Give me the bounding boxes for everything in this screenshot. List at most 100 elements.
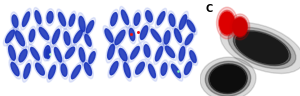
Ellipse shape — [219, 10, 236, 36]
Ellipse shape — [19, 49, 27, 62]
Ellipse shape — [140, 26, 148, 39]
Ellipse shape — [142, 42, 152, 60]
Ellipse shape — [62, 28, 71, 48]
Ellipse shape — [86, 21, 94, 33]
Ellipse shape — [169, 61, 183, 81]
Ellipse shape — [111, 13, 117, 26]
Ellipse shape — [131, 46, 139, 59]
Ellipse shape — [183, 31, 195, 48]
Text: B: B — [105, 4, 112, 14]
Ellipse shape — [60, 61, 68, 79]
Ellipse shape — [79, 48, 85, 62]
Ellipse shape — [87, 49, 97, 66]
Ellipse shape — [46, 49, 50, 59]
Ellipse shape — [12, 15, 18, 27]
Ellipse shape — [71, 65, 80, 79]
Ellipse shape — [178, 11, 188, 33]
Ellipse shape — [169, 14, 175, 26]
Ellipse shape — [34, 60, 46, 78]
Ellipse shape — [24, 64, 30, 79]
Ellipse shape — [205, 61, 251, 96]
Ellipse shape — [228, 27, 296, 69]
Ellipse shape — [37, 24, 51, 43]
Ellipse shape — [124, 63, 130, 78]
Ellipse shape — [49, 65, 56, 79]
Ellipse shape — [168, 11, 176, 29]
Text: C: C — [205, 4, 212, 14]
Ellipse shape — [55, 47, 62, 62]
Ellipse shape — [188, 48, 198, 65]
Ellipse shape — [148, 64, 155, 78]
Ellipse shape — [61, 64, 67, 76]
Ellipse shape — [190, 51, 196, 63]
Ellipse shape — [147, 61, 157, 81]
Ellipse shape — [209, 64, 247, 94]
Ellipse shape — [36, 63, 44, 75]
Ellipse shape — [175, 29, 182, 42]
Ellipse shape — [110, 62, 118, 75]
Ellipse shape — [164, 31, 170, 44]
Ellipse shape — [122, 59, 132, 81]
Ellipse shape — [57, 9, 67, 29]
Ellipse shape — [160, 60, 168, 78]
Ellipse shape — [103, 26, 115, 45]
Ellipse shape — [3, 27, 17, 46]
Ellipse shape — [200, 57, 256, 96]
Ellipse shape — [230, 14, 250, 40]
Ellipse shape — [83, 31, 93, 49]
Ellipse shape — [136, 62, 144, 74]
Ellipse shape — [6, 30, 14, 43]
Ellipse shape — [154, 43, 164, 65]
Ellipse shape — [178, 43, 186, 64]
Ellipse shape — [83, 60, 93, 79]
Text: A: A — [5, 4, 13, 14]
Ellipse shape — [155, 46, 163, 61]
Ellipse shape — [217, 7, 238, 39]
Ellipse shape — [35, 11, 41, 24]
Ellipse shape — [31, 47, 39, 60]
Ellipse shape — [51, 26, 61, 47]
Ellipse shape — [133, 10, 141, 28]
Ellipse shape — [187, 20, 195, 32]
Ellipse shape — [22, 12, 29, 26]
Ellipse shape — [45, 47, 51, 61]
Ellipse shape — [21, 8, 31, 30]
Ellipse shape — [144, 8, 154, 25]
Ellipse shape — [78, 44, 86, 65]
Ellipse shape — [233, 18, 247, 36]
Ellipse shape — [11, 62, 19, 76]
Ellipse shape — [233, 18, 247, 36]
Ellipse shape — [179, 15, 187, 29]
Ellipse shape — [211, 65, 245, 92]
Ellipse shape — [151, 29, 161, 42]
Ellipse shape — [65, 47, 75, 58]
Ellipse shape — [139, 22, 149, 43]
Ellipse shape — [134, 13, 140, 25]
Ellipse shape — [16, 31, 25, 46]
Ellipse shape — [109, 9, 119, 29]
Ellipse shape — [106, 41, 116, 63]
Ellipse shape — [13, 27, 27, 50]
Ellipse shape — [183, 59, 193, 78]
Ellipse shape — [134, 59, 146, 77]
Ellipse shape — [232, 17, 248, 37]
Ellipse shape — [119, 48, 127, 61]
Ellipse shape — [22, 60, 32, 82]
Ellipse shape — [28, 44, 41, 63]
Ellipse shape — [74, 30, 82, 43]
Ellipse shape — [163, 43, 177, 60]
Ellipse shape — [89, 52, 95, 64]
Ellipse shape — [71, 27, 85, 46]
Ellipse shape — [53, 44, 63, 66]
Ellipse shape — [148, 26, 164, 45]
Ellipse shape — [220, 23, 300, 73]
Ellipse shape — [17, 46, 29, 65]
Ellipse shape — [157, 12, 165, 25]
Ellipse shape — [9, 45, 15, 60]
Ellipse shape — [85, 18, 95, 36]
Ellipse shape — [108, 44, 114, 59]
Ellipse shape — [165, 46, 175, 58]
Ellipse shape — [185, 34, 193, 45]
Ellipse shape — [120, 6, 130, 28]
Ellipse shape — [44, 46, 50, 58]
